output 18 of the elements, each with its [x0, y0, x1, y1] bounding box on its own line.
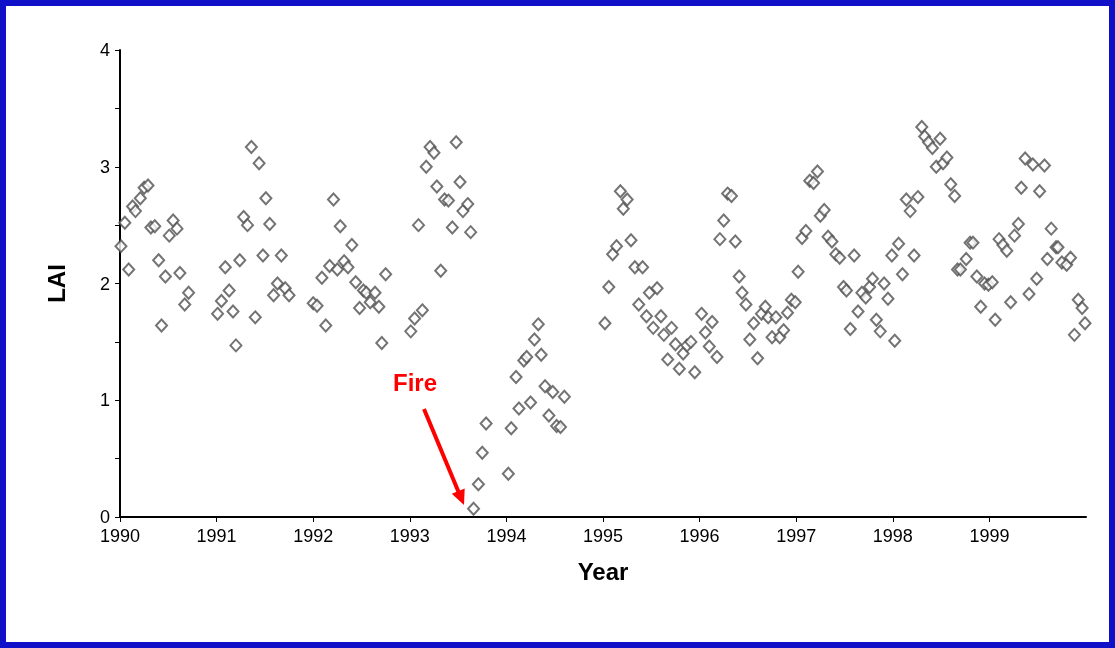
- y-tick-label: 3: [99, 156, 110, 177]
- y-axis-title: LAI: [42, 264, 70, 303]
- y-tick-label: 0: [99, 507, 110, 527]
- x-axis-title: Year: [577, 557, 629, 585]
- x-tick-label: 1999: [969, 526, 1010, 546]
- y-tick-label: 1: [99, 390, 110, 411]
- y-tick-label: 4: [99, 40, 110, 60]
- x-tick-label: 1993: [389, 526, 430, 546]
- x-tick-label: 1991: [196, 526, 237, 546]
- x-tick-label: 1990: [99, 526, 141, 546]
- x-tick-label: 1992: [293, 526, 334, 546]
- x-tick-label: 1998: [872, 526, 913, 546]
- y-tick-label: 2: [99, 273, 110, 294]
- annotation: Fire: [392, 369, 438, 396]
- x-tick-label: 1995: [582, 526, 624, 546]
- x-tick-label: 1997: [776, 526, 817, 546]
- x-tick-label: 1996: [679, 526, 720, 546]
- x-tick-label: 1994: [486, 526, 527, 546]
